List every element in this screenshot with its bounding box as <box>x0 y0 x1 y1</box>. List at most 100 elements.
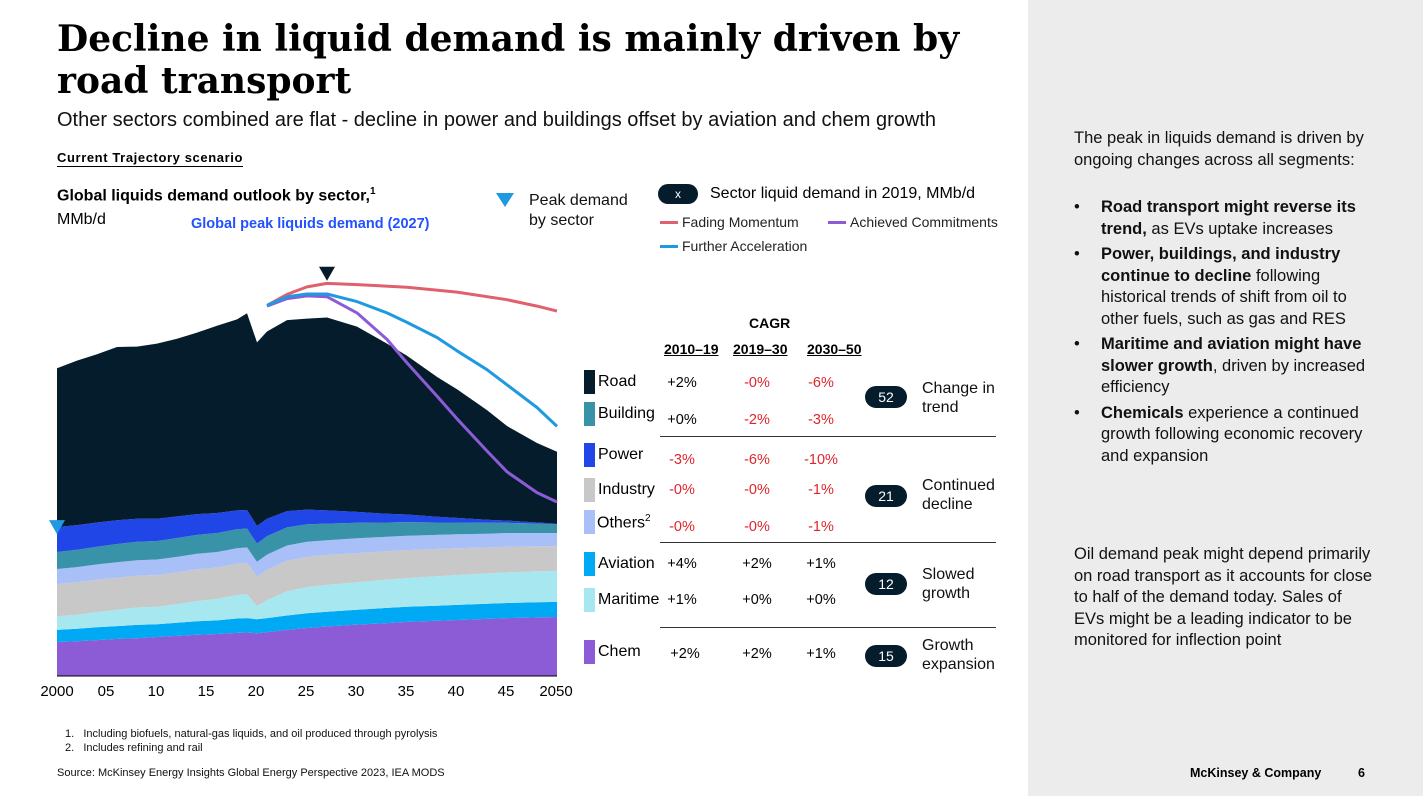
sector-others: Others2 <box>597 513 651 532</box>
x-tick-35: 35 <box>397 683 415 700</box>
sector-others-footnote-ref: 2 <box>645 513 651 524</box>
cagr-building-2: -2% <box>744 412 770 428</box>
x-tick-30: 30 <box>347 683 365 700</box>
cagr-power-3: -10% <box>804 452 838 468</box>
swatch-maritime <box>584 588 595 612</box>
cagr-industry-2: -0% <box>744 482 770 498</box>
scenario-label: Current Trajectory scenario <box>57 150 243 167</box>
sidebar-bullet-power-text: following historical trends of shift fro… <box>1101 266 1347 328</box>
footnote-2-num: 2. <box>65 742 75 754</box>
period-2019-30: 2019–30 <box>733 341 788 357</box>
cagr-industry-3: -1% <box>808 482 834 498</box>
period-2030-50: 2030–50 <box>807 341 862 357</box>
swatch-road <box>584 370 595 394</box>
sidebar-bullet-power-bold: Power, buildings, and industry continue … <box>1101 245 1341 285</box>
line-achieved-commitments <box>266 294 558 504</box>
x-tick-2000: 2000 <box>40 683 74 700</box>
group-pill-growth: 15 <box>865 645 907 667</box>
cagr-road-2: -0% <box>744 375 770 391</box>
group-label-change: Change in trend <box>922 380 995 416</box>
sector-others-label: Others <box>597 514 646 532</box>
swatch-others <box>584 510 595 534</box>
footnote-1-num: 1. <box>65 728 75 740</box>
source-note: Source: McKinsey Energy Insights Global … <box>57 767 445 779</box>
sector-power: Power <box>598 446 644 463</box>
sector-building: Building <box>598 405 655 422</box>
sidebar-bullet-chemicals-text: experience a continued growth following … <box>1101 403 1363 465</box>
brand-logo-text: McKinsey & Company <box>1190 766 1322 780</box>
line-further-acceleration <box>266 292 559 428</box>
sidebar-bullet-road-bold: Road transport might reverse its trend, <box>1101 198 1356 238</box>
period-2010-19: 2010–19 <box>664 341 719 357</box>
sector-industry: Industry <box>598 481 655 498</box>
peak-marker <box>319 266 335 281</box>
x-tick-2050: 2050 <box>539 683 573 700</box>
group-pill-slowed: 12 <box>865 573 907 595</box>
bullet-icon: • <box>1074 403 1080 422</box>
legend-line-fading <box>660 221 678 224</box>
peak-marker <box>49 520 65 535</box>
footnote-1-text: Including biofuels, natural-gas liquids,… <box>83 728 438 740</box>
legend-line-further <box>660 245 678 248</box>
sidebar-outro: Oil demand peak might depend primarily o… <box>1074 545 1373 649</box>
cagr-power-2: -6% <box>744 452 770 468</box>
cagr-aviation-1: +4% <box>667 556 697 572</box>
separator-3 <box>660 627 996 628</box>
x-tick-15: 15 <box>197 683 215 700</box>
swatch-aviation <box>584 552 595 576</box>
group-pill-decline: 21 <box>865 485 907 507</box>
cagr-chem-1: +2% <box>670 646 700 662</box>
sector-road: Road <box>598 373 637 390</box>
chart-title: Global liquids demand outlook by sector,… <box>57 186 376 205</box>
sidebar-bullet-power: • Power, buildings, and industry continue… <box>1074 244 1384 330</box>
legend-peak-demand: Peak demand by sector <box>529 192 628 229</box>
cagr-power-1: -3% <box>669 452 695 468</box>
group-pill-change: 52 <box>865 386 907 408</box>
cagr-road-1: +2% <box>667 375 697 391</box>
page-subtitle: Other sectors combined are flat - declin… <box>57 109 937 131</box>
legend-x-label: Sector liquid demand in 2019, MMb/d <box>710 185 976 202</box>
sidebar-bullet-chemicals-bold: Chemicals <box>1101 403 1184 422</box>
cagr-building-1: +0% <box>667 412 697 428</box>
cagr-building-3: -3% <box>808 412 834 428</box>
x-tick-25: 25 <box>297 683 315 700</box>
page-title: Decline in liquid demand is mainly drive… <box>57 18 960 102</box>
area-others <box>57 546 557 617</box>
sidebar-panel: The peak in liquids demand is driven by … <box>1028 0 1423 796</box>
x-tick-45: 45 <box>497 683 515 700</box>
group-label-slowed: Slowed growth <box>922 566 975 602</box>
swatch-power <box>584 443 595 467</box>
demand-area-chart <box>49 266 559 677</box>
cagr-road-3: -6% <box>808 375 834 391</box>
sector-aviation: Aviation <box>598 555 655 572</box>
sidebar-bullet-maritime-text: , driven by increased efficiency <box>1101 356 1366 397</box>
bullet-icon: • <box>1074 245 1080 263</box>
cagr-industry-1: -0% <box>669 482 695 498</box>
swatch-industry <box>584 478 595 502</box>
sidebar-bullet-road: • Road transport might reverse its trend,… <box>1074 197 1384 240</box>
area-power <box>57 522 557 569</box>
chart-title-footnote-ref: 1 <box>369 186 376 197</box>
separator-2 <box>660 542 996 543</box>
sidebar-bullet-road-text: as EVs uptake increases <box>1146 219 1334 238</box>
sidebar-bullet-chemicals: • Chemicals experience a continued growth… <box>1074 403 1384 468</box>
cagr-maritime-3: +0% <box>806 592 836 608</box>
cagr-others-2: -0% <box>744 519 770 535</box>
sidebar-bullet-maritime: • Maritime and aviation might have slower… <box>1074 334 1384 399</box>
cagr-others-1: -0% <box>669 519 695 535</box>
chart-unit: MMb/d <box>57 211 106 228</box>
cagr-aviation-3: +1% <box>806 556 836 572</box>
bullet-icon: • <box>1074 198 1080 216</box>
swatch-building <box>584 402 595 426</box>
area-industry <box>57 533 557 585</box>
cagr-others-3: -1% <box>808 519 834 535</box>
legend-label-achieved: Achieved Commitments <box>850 214 998 230</box>
global-peak-label: Global peak liquids demand (2027) <box>191 216 430 232</box>
area-chem <box>57 617 557 676</box>
sidebar-bullets: • Road transport might reverse its trend,… <box>1074 197 1384 471</box>
legend-label-further: Further Acceleration <box>682 238 808 254</box>
sector-maritime: Maritime <box>598 591 660 608</box>
area-road <box>57 313 557 527</box>
x-tick-05: 05 <box>97 683 115 700</box>
sidebar-bullet-maritime-bold: Maritime and aviation might have slower … <box>1101 335 1362 375</box>
